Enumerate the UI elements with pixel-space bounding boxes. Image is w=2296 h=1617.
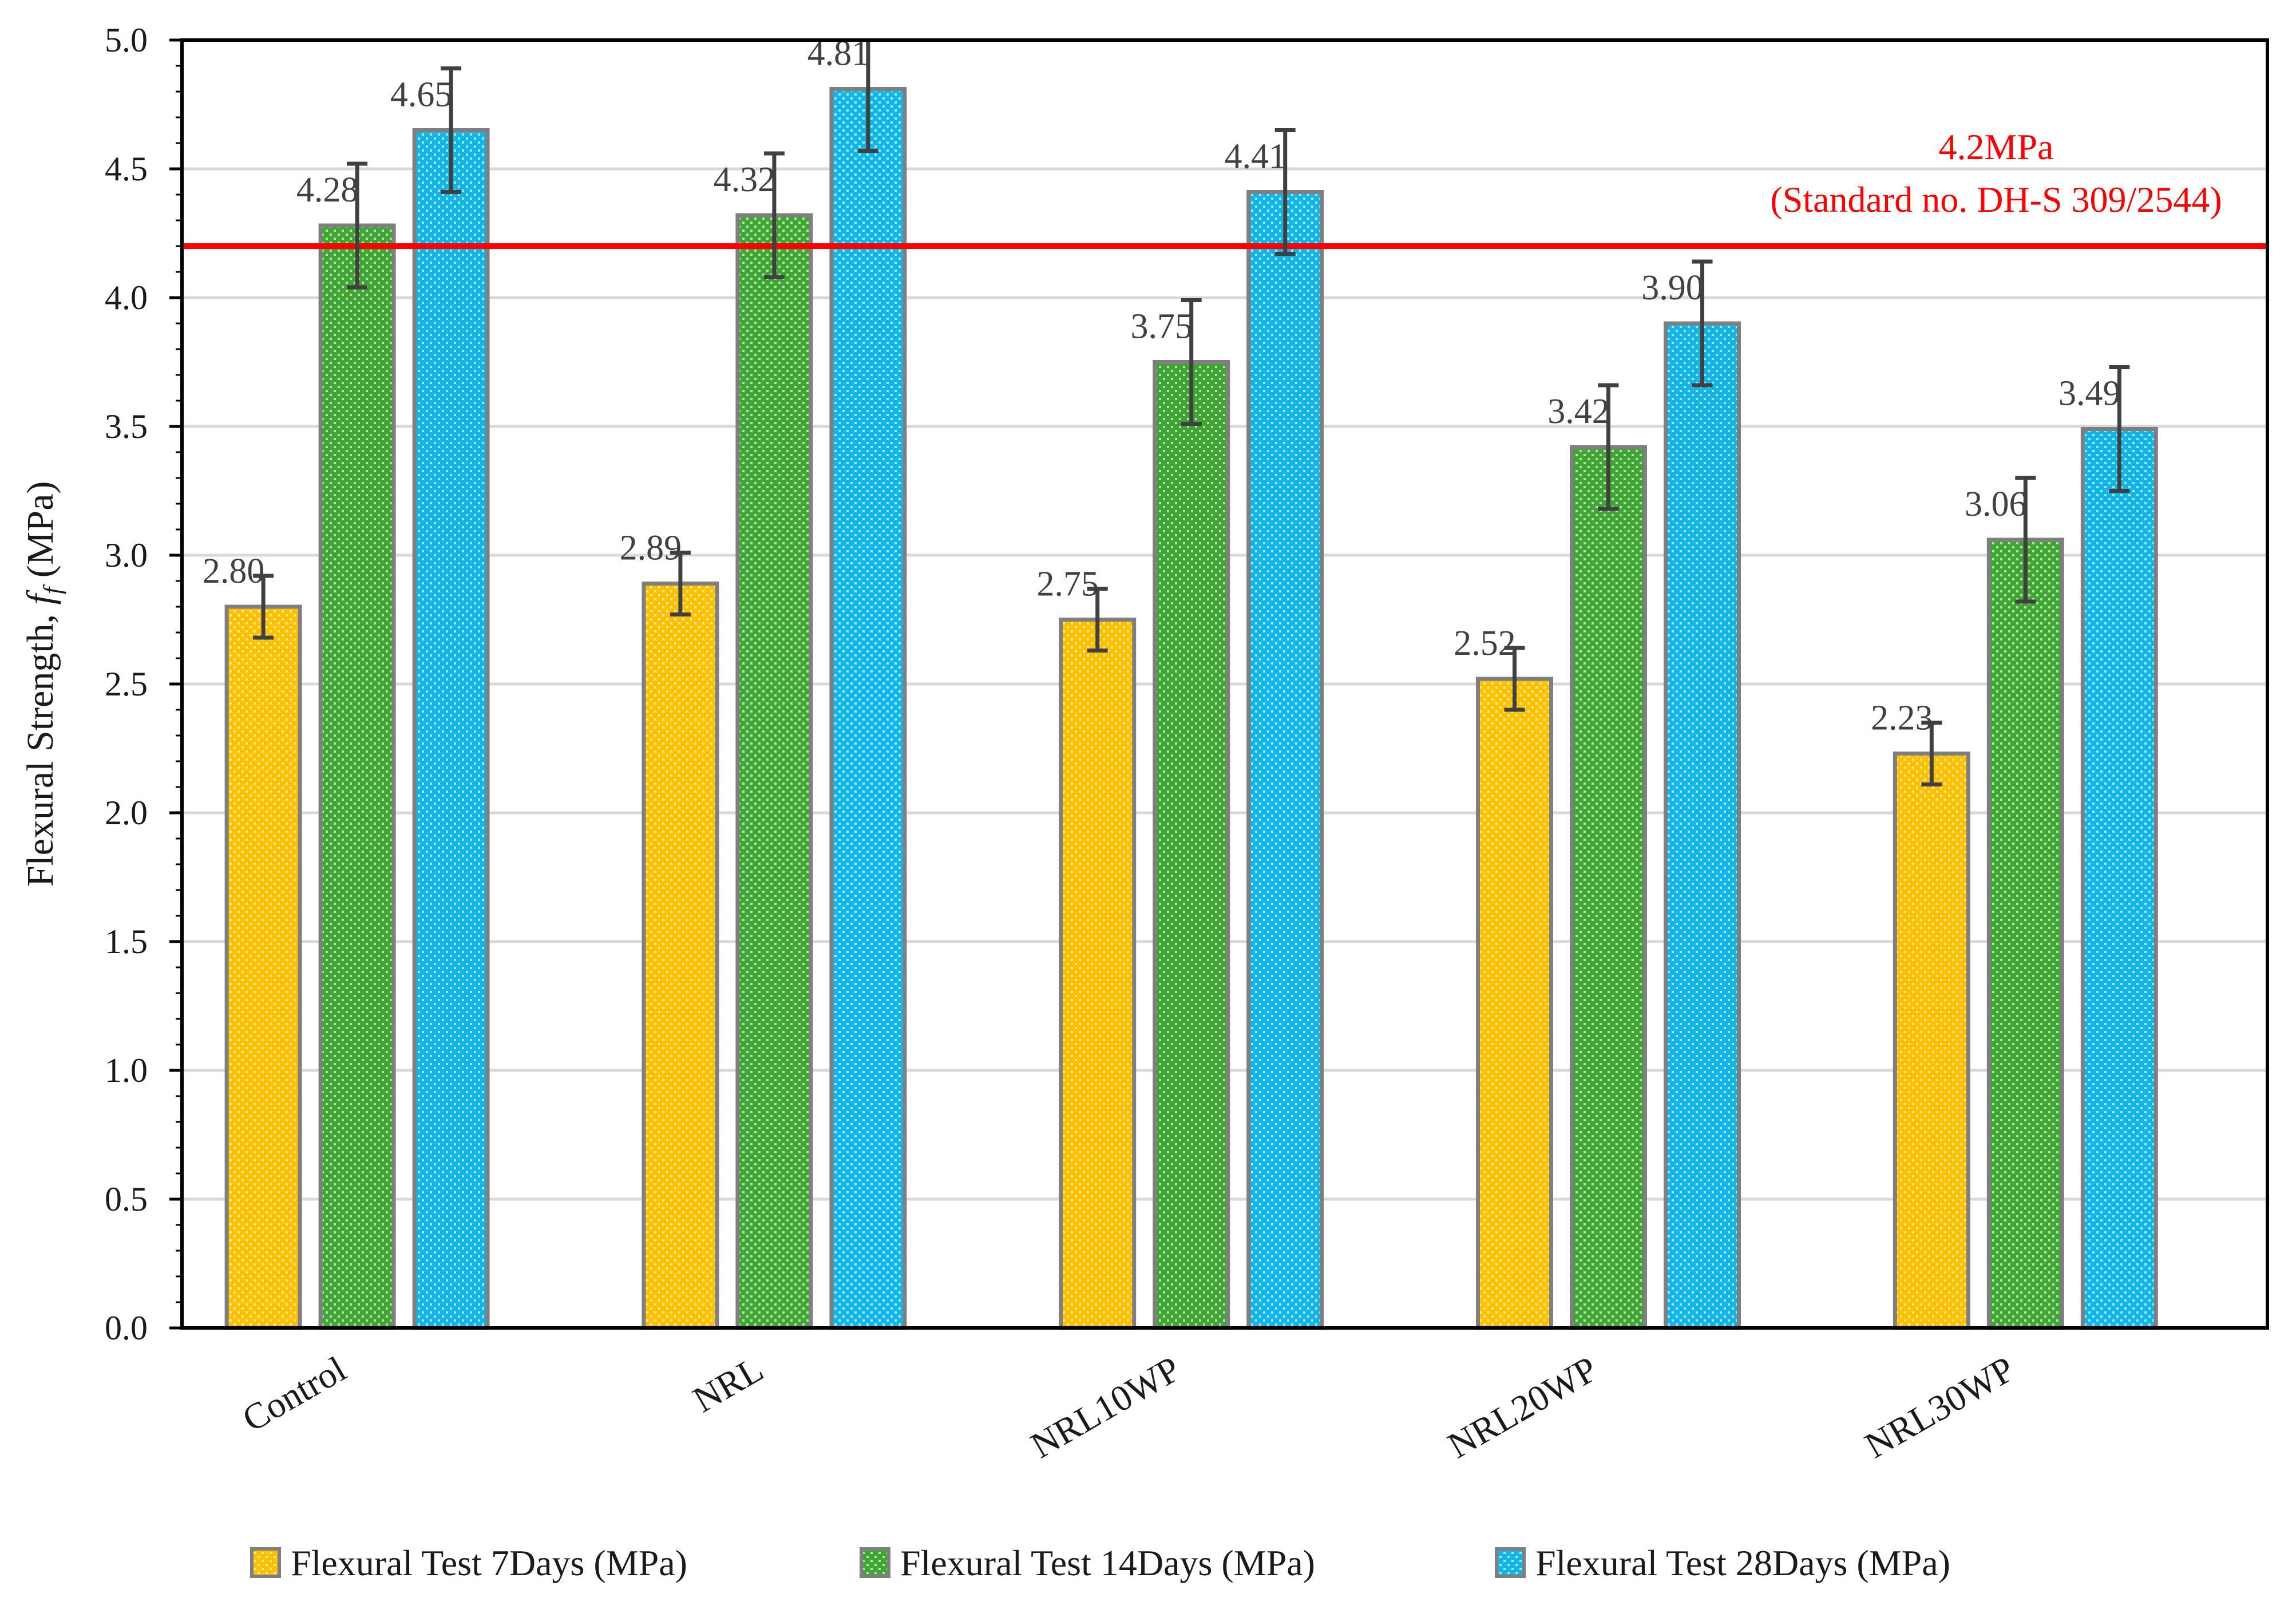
y-tick-label: 1.5 [105, 923, 148, 960]
legend: Flexural Test 7Days (MPa) Flexural Test 1… [250, 1543, 1950, 1583]
y-tick-label: 3.0 [105, 536, 148, 574]
y-tick-label: 4.0 [105, 279, 148, 317]
y-tick-label: 0.0 [105, 1309, 148, 1347]
y-tick-label: 2.5 [105, 665, 148, 703]
bar-nrl20wp-series-3 [1663, 321, 1741, 1330]
data-label: 4.65 [390, 76, 453, 114]
bar-nrl10wp-series-1 [1059, 618, 1137, 1330]
bar-nrl30wp-series-2 [1986, 537, 2064, 1330]
data-label: 2.52 [1454, 624, 1516, 663]
y-tick-label: 0.5 [105, 1180, 148, 1218]
y-tick-label: 4.5 [105, 150, 148, 188]
data-label: 4.41 [1224, 137, 1286, 176]
legend-swatch-series-3 [1495, 1547, 1526, 1578]
legend-swatch-series-2 [860, 1547, 890, 1578]
data-label: 3.75 [1130, 307, 1193, 346]
bar-control-series-1 [224, 604, 302, 1330]
legend-label-series-2: Flexural Test 14Days (MPa) [900, 1543, 1315, 1583]
data-label: 3.06 [1965, 485, 2027, 524]
y-axis-title: Flexural Strength, ff (MPa) [19, 481, 66, 887]
bar-nrl10wp-series-2 [1153, 360, 1230, 1330]
data-label: 2.80 [203, 552, 265, 591]
x-category-label: Control [236, 1349, 353, 1440]
data-label: 2.75 [1036, 565, 1099, 604]
data-label: 4.28 [296, 171, 359, 209]
x-category-label: NRL10WP [1024, 1349, 1187, 1466]
bars [224, 87, 2158, 1330]
data-labels: 2.804.284.652.894.324.812.753.754.412.52… [203, 34, 2130, 786]
data-label: 4.32 [714, 160, 776, 199]
y-tick-label: 2.0 [105, 794, 148, 832]
reference-line-group: 4.2MPa (Standard no. DH-S 309/2544) [182, 126, 2267, 249]
bar-nrl-series-1 [642, 582, 719, 1330]
bar-nrl10wp-series-3 [1246, 190, 1324, 1330]
x-category-label: NRL20WP [1441, 1349, 1604, 1466]
data-label: 2.23 [1871, 699, 1933, 738]
data-label: 2.89 [620, 529, 682, 568]
y-tick-label: 3.5 [105, 408, 148, 445]
plot-frame [180, 38, 2269, 1330]
bar-nrl30wp-series-1 [1893, 752, 1970, 1330]
data-label: 3.49 [2059, 374, 2121, 413]
data-label: 3.42 [1547, 392, 1610, 431]
x-category-label: NRL30WP [1858, 1349, 2021, 1466]
legend-label-series-3: Flexural Test 28Days (MPa) [1535, 1543, 1950, 1583]
bar-nrl-series-3 [829, 87, 907, 1330]
y-tick-label: 1.0 [105, 1051, 148, 1089]
reference-label-standard: (Standard no. DH-S 309/2544) [1770, 179, 2222, 220]
legend-label-series-1: Flexural Test 7Days (MPa) [291, 1543, 687, 1583]
bar-nrl20wp-series-1 [1475, 677, 1553, 1330]
reference-label-value: 4.2MPa [1939, 126, 2054, 167]
data-label: 3.90 [1641, 268, 1704, 307]
y-tick-label: 5.0 [105, 21, 148, 59]
bar-control-series-3 [412, 128, 490, 1330]
legend-swatch-series-1 [250, 1547, 281, 1578]
x-category-label: NRL [686, 1349, 770, 1420]
bar-control-series-2 [318, 223, 396, 1330]
bar-nrl20wp-series-2 [1569, 445, 1647, 1330]
bar-nrl30wp-series-3 [2080, 427, 2158, 1330]
bar-nrl-series-2 [735, 213, 813, 1330]
